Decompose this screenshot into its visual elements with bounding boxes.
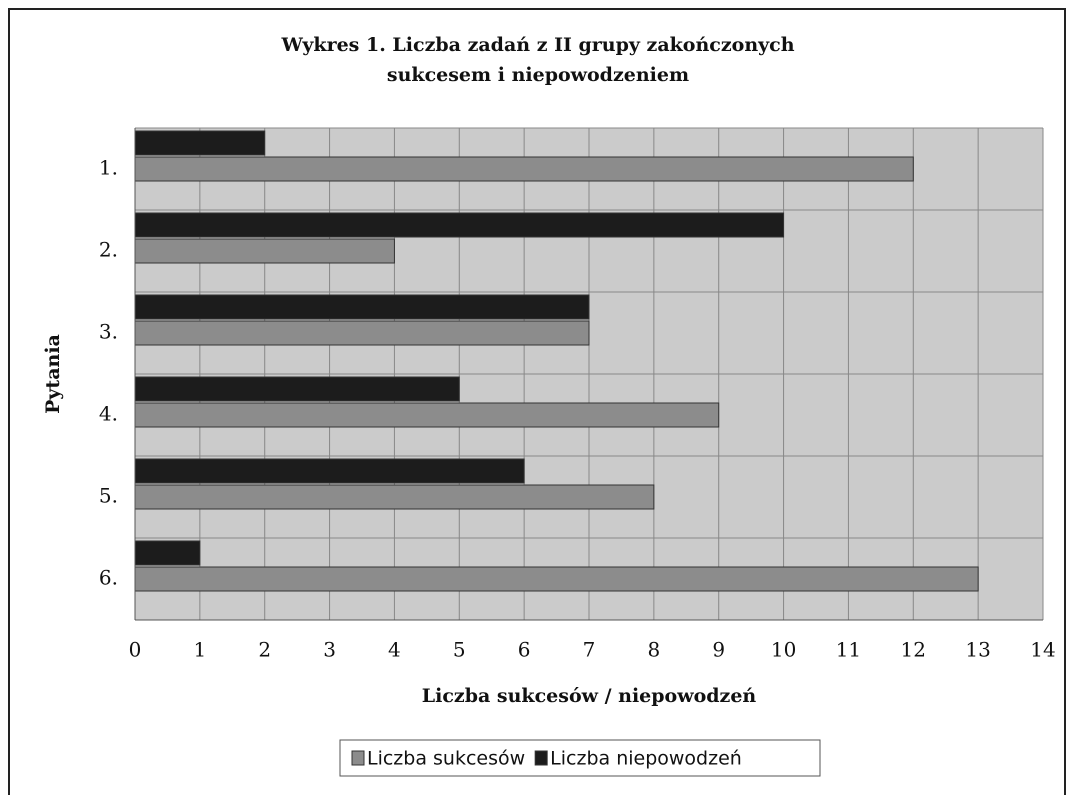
y-tick-label: 2. [99, 238, 118, 262]
y-axis-label: Pytania [42, 334, 64, 414]
legend-box [339, 739, 821, 777]
bar [134, 156, 914, 182]
bar [134, 376, 460, 402]
bar [134, 130, 266, 156]
x-tick-label: 13 [965, 638, 990, 662]
bar [134, 294, 590, 320]
x-axis-label: Liczba sukcesów / niepowodzeń [422, 685, 757, 707]
x-tick-label: 7 [583, 638, 596, 662]
bar [134, 402, 720, 428]
x-tick-label: 2 [258, 638, 271, 662]
bar [134, 320, 590, 346]
x-tick-label: 3 [323, 638, 336, 662]
x-tick-label: 9 [712, 638, 725, 662]
x-tick-label: 11 [836, 638, 861, 662]
bar [134, 540, 201, 566]
y-tick-label: 3. [99, 320, 118, 344]
x-tick-label: 4 [388, 638, 401, 662]
bar [134, 484, 655, 510]
y-tick-label: 1. [99, 156, 118, 180]
x-tick-label: 0 [129, 638, 142, 662]
bar [134, 212, 785, 238]
y-tick-label: 6. [99, 566, 118, 590]
x-tick-label: 6 [518, 638, 531, 662]
bar [134, 566, 979, 592]
x-tick-label: 1 [193, 638, 206, 662]
bar [134, 458, 525, 484]
y-tick-label: 4. [99, 402, 118, 426]
x-tick-label: 8 [647, 638, 660, 662]
legend-swatch [351, 750, 365, 766]
x-tick-label: 14 [1030, 638, 1055, 662]
bar [134, 238, 395, 264]
x-tick-label: 5 [453, 638, 466, 662]
chart-frame [8, 8, 1066, 795]
chart-title: Wykres 1. Liczba zadań z II grupy zakońc… [281, 34, 795, 86]
legend-label: Liczba niepowodzeń [550, 748, 742, 770]
x-tick-label: 10 [771, 638, 796, 662]
legend-label: Liczba sukcesów [367, 748, 525, 770]
legend-swatch [534, 750, 548, 766]
y-tick-label: 5. [99, 484, 118, 508]
x-tick-label: 12 [901, 638, 926, 662]
